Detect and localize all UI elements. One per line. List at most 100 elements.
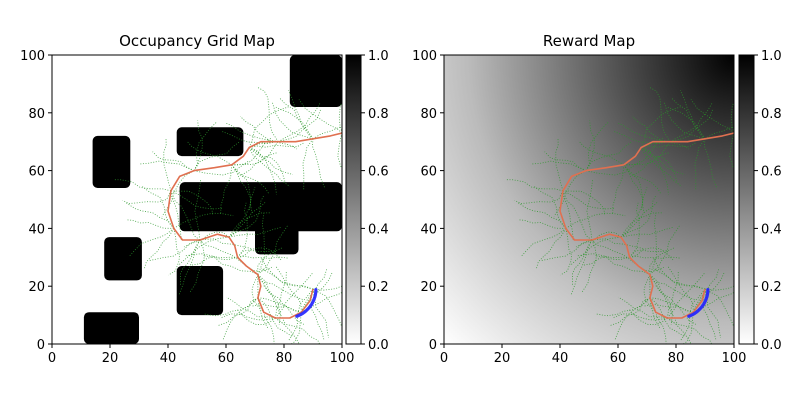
tree-branch bbox=[248, 106, 289, 148]
tree-branch bbox=[620, 186, 648, 238]
x-tick-label: 80 bbox=[668, 351, 685, 366]
x-tick-label: 20 bbox=[494, 351, 511, 366]
tree-branch bbox=[629, 202, 640, 258]
tree-branch bbox=[667, 317, 692, 344]
tree-branch bbox=[257, 297, 293, 337]
tree-branch bbox=[585, 120, 595, 171]
tree-branch bbox=[275, 317, 321, 344]
tree-branch bbox=[562, 190, 605, 215]
reward-title: Reward Map bbox=[543, 32, 635, 50]
colorbar-tick-label: 0.8 bbox=[368, 107, 389, 122]
colorbar-tick-label: 0.2 bbox=[368, 280, 389, 295]
colorbar-tick-label: 0.8 bbox=[761, 107, 782, 122]
tree-branch bbox=[228, 186, 256, 238]
tree-branch bbox=[623, 137, 664, 166]
tree-branch bbox=[275, 317, 300, 344]
tree-branch bbox=[287, 288, 314, 342]
obstacle bbox=[176, 127, 244, 157]
occupancy-axes-frame bbox=[51, 54, 343, 345]
reward-heatmap bbox=[444, 55, 734, 344]
tree-branch bbox=[506, 179, 563, 192]
tree-branch bbox=[553, 170, 587, 217]
tree-branch bbox=[664, 102, 706, 140]
y-tick-label: 0 bbox=[37, 338, 45, 353]
tree-branch bbox=[231, 164, 253, 214]
reward-axes-frame bbox=[443, 54, 735, 345]
obstacle bbox=[176, 265, 224, 316]
tree-branch bbox=[562, 190, 596, 243]
colorbar-tick-label: 0.2 bbox=[761, 280, 782, 295]
tree-branch bbox=[231, 164, 270, 195]
tree-branch bbox=[237, 202, 248, 258]
tree-branch bbox=[312, 125, 342, 140]
tree-branch bbox=[190, 256, 238, 266]
tree-branch bbox=[667, 265, 694, 313]
x-tick-label: 60 bbox=[218, 351, 235, 366]
tree-branch bbox=[125, 202, 175, 229]
y-tick-label: 20 bbox=[420, 280, 437, 295]
tree-branch bbox=[248, 147, 293, 175]
tree-branch bbox=[278, 103, 321, 143]
tree-branch bbox=[139, 160, 195, 171]
tree-branch bbox=[649, 297, 685, 337]
tree-branch bbox=[671, 98, 706, 140]
tree-branch bbox=[149, 239, 201, 261]
tree-branch bbox=[220, 164, 233, 214]
tree-branch bbox=[240, 116, 279, 143]
tree-branch bbox=[582, 256, 630, 266]
colorbar-tick-label: 1.0 bbox=[368, 49, 389, 64]
tree-branch bbox=[703, 138, 717, 188]
x-tick-label: 100 bbox=[330, 351, 355, 366]
tree-branch bbox=[251, 274, 269, 329]
colorbar-tick-label: 0.0 bbox=[368, 338, 389, 353]
tree-branch bbox=[186, 140, 233, 166]
x-tick-label: 20 bbox=[102, 351, 119, 366]
tree-branch bbox=[612, 130, 671, 144]
occupancy-panel: Occupancy Grid Map 0 20 40 60 80 100 0 20 40 60 80… bbox=[20, 32, 389, 366]
colorbar-tick-label: 0.4 bbox=[368, 222, 389, 237]
reward-colorbar: 0.0 0.2 0.4 0.6 0.8 1.0 bbox=[738, 49, 782, 353]
tree-branch bbox=[643, 274, 661, 329]
planned-path bbox=[167, 132, 342, 319]
tree-branch bbox=[231, 164, 252, 211]
obstacle bbox=[255, 216, 299, 255]
tree-branch bbox=[231, 137, 272, 166]
tree-branch bbox=[301, 268, 328, 313]
tree-branch bbox=[620, 226, 674, 238]
tree-branch bbox=[623, 164, 662, 195]
tree-branch bbox=[667, 317, 713, 344]
tree-branch bbox=[272, 102, 314, 140]
tree-branch bbox=[279, 98, 314, 140]
tree-branch bbox=[682, 312, 694, 344]
tree-branch bbox=[693, 272, 725, 313]
tree-branch bbox=[649, 274, 678, 324]
occupancy-colorbar-ticks: 0.0 0.2 0.4 0.6 0.8 1.0 bbox=[361, 49, 389, 353]
tree-branch bbox=[170, 190, 213, 215]
x-tick-label: 40 bbox=[552, 351, 569, 366]
tree-branch bbox=[194, 160, 249, 176]
tree-branch bbox=[632, 116, 671, 143]
y-tick-label: 0 bbox=[429, 338, 437, 353]
tree-branch bbox=[170, 190, 223, 210]
colorbar-tick-label: 0.0 bbox=[761, 338, 782, 353]
obstacle bbox=[289, 55, 342, 108]
tree-branch bbox=[618, 296, 668, 319]
tree-branch bbox=[302, 138, 314, 191]
robot-trajectory-arc bbox=[687, 288, 710, 318]
tree-branch bbox=[249, 147, 277, 195]
tree-branch bbox=[217, 297, 259, 327]
y-tick-label: 100 bbox=[412, 49, 437, 64]
tree-branch bbox=[666, 271, 679, 319]
tree-branch bbox=[249, 142, 305, 148]
tree-branch bbox=[609, 297, 651, 327]
tree-branch bbox=[220, 313, 276, 321]
tree-branch bbox=[170, 190, 204, 243]
tree-branch bbox=[629, 246, 676, 258]
tree-branch bbox=[237, 246, 284, 258]
tree-branch bbox=[189, 239, 205, 293]
y-tick-label: 100 bbox=[20, 49, 45, 64]
tree-branch bbox=[570, 236, 621, 266]
tree-branch bbox=[585, 141, 633, 171]
